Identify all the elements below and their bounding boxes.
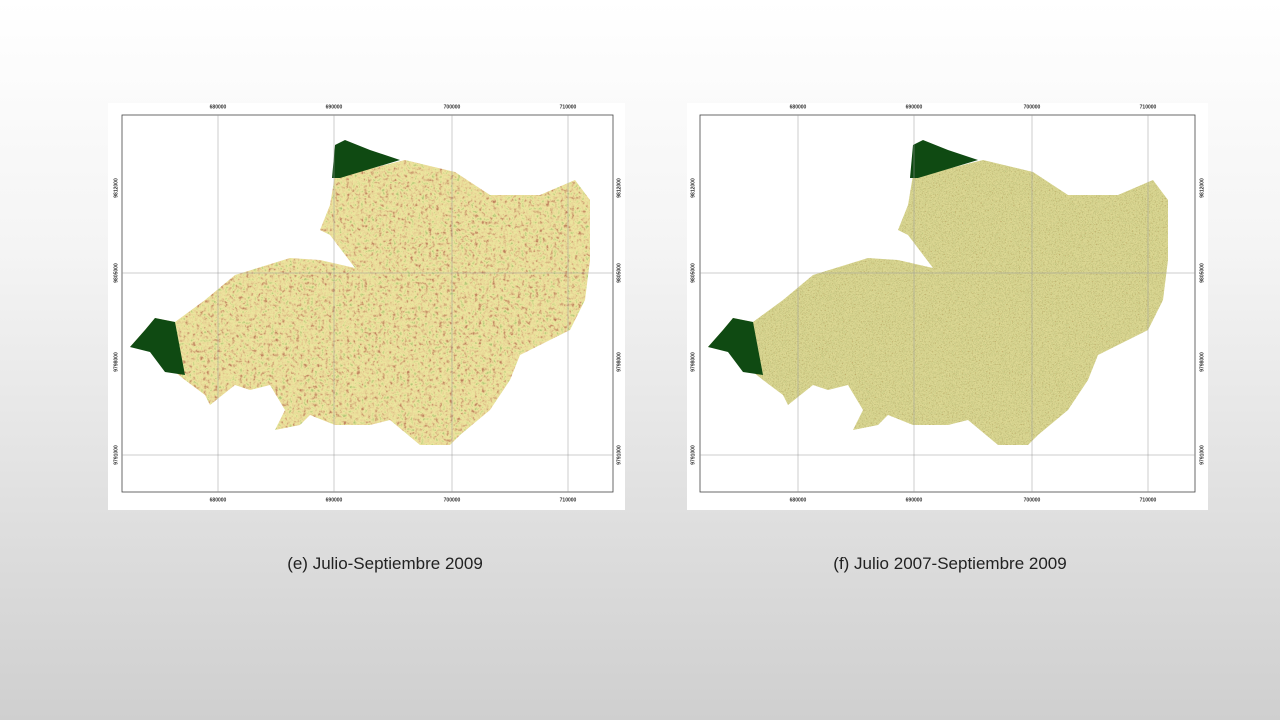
x-label: 690000 [906, 497, 923, 503]
y-label: 9805000 [113, 263, 119, 283]
x-label: 690000 [906, 104, 923, 110]
map-frame [699, 114, 1196, 493]
caption: (f) Julio 2007-Septiembre 2009 [833, 554, 1066, 573]
x-label: 700000 [444, 497, 461, 503]
x-label: 710000 [1140, 497, 1157, 503]
map-frame [121, 114, 614, 493]
y-label: 9798000 [113, 352, 119, 372]
x-label: 710000 [560, 104, 577, 110]
x-label: 710000 [560, 497, 577, 503]
y-label: 9791000 [113, 445, 119, 465]
x-label: 680000 [210, 104, 227, 110]
x-label: 700000 [444, 104, 461, 110]
y-label: 9798000 [690, 352, 696, 372]
y-label: 9791000 [1199, 445, 1205, 465]
map-panel: 680000 680000 690000 690000 700000 700000 7100… [687, 103, 1208, 510]
x-label: 680000 [210, 497, 227, 503]
y-label: 9812000 [1199, 178, 1205, 198]
dark-region [130, 318, 185, 375]
y-label: 9805000 [690, 263, 696, 283]
y-label: 9805000 [616, 263, 622, 283]
x-label: 680000 [790, 104, 807, 110]
x-label: 690000 [326, 497, 343, 503]
y-label: 9791000 [616, 445, 622, 465]
y-label: 9812000 [690, 178, 696, 198]
x-label: 680000 [790, 497, 807, 503]
map-panel: 680000 680000 690000 690000 700000 700000 7100… [108, 103, 625, 510]
y-label: 9798000 [616, 352, 622, 372]
y-label: 9805000 [1199, 263, 1205, 283]
y-label: 9812000 [113, 178, 119, 198]
dark-region [332, 140, 400, 178]
x-label: 710000 [1140, 104, 1157, 110]
x-label: 690000 [326, 104, 343, 110]
x-label: 700000 [1024, 104, 1041, 110]
caption: (e) Julio-Septiembre 2009 [287, 554, 483, 573]
dark-region [708, 318, 763, 375]
dark-region [910, 140, 978, 178]
y-label: 9812000 [616, 178, 622, 198]
x-label: 700000 [1024, 497, 1041, 503]
y-label: 9798000 [1199, 352, 1205, 372]
y-label: 9791000 [690, 445, 696, 465]
